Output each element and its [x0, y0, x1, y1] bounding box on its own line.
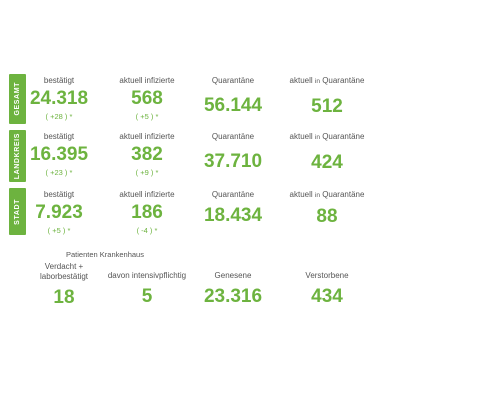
- infected-stat: aktuell infizierte 382 ( +9 ) *: [110, 132, 184, 177]
- infected-label: aktuell infizierte: [119, 190, 175, 199]
- section-landkreis: LANDKREIS bestätigt 16.395 ( +23 ) * akt…: [0, 128, 495, 184]
- deceased-label: Verstorbene: [305, 271, 349, 280]
- section-tab-label: STADT: [14, 198, 21, 225]
- deceased-value: 434: [311, 286, 343, 307]
- suspected-value: 18: [53, 287, 75, 308]
- recovered-label: Genesene: [214, 271, 252, 280]
- section-tab: GESAMT: [9, 74, 26, 124]
- section-tab: LANDKREIS: [9, 130, 26, 182]
- current-quarantine-label: aktuell in Quarantäne: [289, 190, 365, 199]
- current-quarantine-stat: aktuell in Quarantäne 424: [282, 132, 372, 173]
- suspected-stat: Verdacht + laborbestätigt 18: [22, 262, 106, 308]
- infected-delta: ( -4 ) *: [136, 226, 158, 235]
- confirmed-stat: bestätigt 7.923 ( +5 ) *: [28, 190, 90, 235]
- section-tab-label: GESAMT: [14, 82, 21, 116]
- infected-label: aktuell infizierte: [119, 132, 175, 141]
- current-quarantine-label: aktuell in Quarantäne: [289, 76, 365, 85]
- suspected-label-line1: Verdacht +: [44, 262, 84, 271]
- quarantine-value: 37.710: [203, 151, 263, 172]
- confirmed-value: 16.395: [29, 144, 89, 165]
- confirmed-delta: ( +5 ) *: [47, 226, 71, 235]
- quarantine-stat: Quarantäne 37.710: [196, 132, 270, 172]
- hospital-title: Patienten Krankenhaus: [66, 250, 144, 259]
- confirmed-stat: bestätigt 16.395 ( +23 ) *: [28, 132, 90, 177]
- quarantine-label: Quarantäne: [211, 76, 255, 85]
- confirmed-value: 7.923: [35, 202, 83, 223]
- infected-stat: aktuell infizierte 186 ( -4 ) *: [110, 190, 184, 235]
- deceased-stat: Verstorbene 434: [286, 271, 368, 307]
- infected-delta: ( +5 ) *: [135, 112, 159, 121]
- confirmed-label: bestätigt: [43, 132, 75, 141]
- intensive-value: 5: [141, 286, 153, 307]
- intensive-stat: davon intensivpflichtig 5: [100, 271, 194, 307]
- quarantine-value: 56.144: [203, 95, 263, 116]
- quarantine-label: Quarantäne: [211, 132, 255, 141]
- infected-value: 186: [131, 202, 163, 223]
- infected-value: 568: [131, 88, 163, 109]
- infected-value: 382: [131, 144, 163, 165]
- intensive-label: davon intensivpflichtig: [107, 271, 187, 280]
- infected-label: aktuell infizierte: [119, 76, 175, 85]
- current-quarantine-value: 424: [311, 152, 343, 173]
- confirmed-label: bestätigt: [43, 76, 75, 85]
- current-quarantine-stat: aktuell in Quarantäne 88: [282, 190, 372, 227]
- quarantine-value: 18.434: [203, 205, 263, 226]
- current-quarantine-label: aktuell in Quarantäne: [289, 132, 365, 141]
- current-quarantine-value: 512: [311, 96, 343, 117]
- confirmed-delta: ( +28 ) *: [45, 112, 73, 121]
- suspected-label-line2: laborbestätigt: [39, 272, 89, 281]
- section-stadt: STADT bestätigt 7.923 ( +5 ) * aktuell i…: [0, 186, 495, 236]
- current-quarantine-stat: aktuell in Quarantäne 512: [282, 76, 372, 117]
- confirmed-label: bestätigt: [43, 190, 75, 199]
- section-gesamt: GESAMT bestätigt 24.318 ( +28 ) * aktuel…: [0, 72, 495, 124]
- section-tab: STADT: [9, 188, 26, 235]
- current-quarantine-value: 88: [316, 206, 338, 227]
- confirmed-delta: ( +23 ) *: [45, 168, 73, 177]
- infected-stat: aktuell infizierte 568 ( +5 ) *: [110, 76, 184, 121]
- confirmed-value: 24.318: [29, 88, 89, 109]
- section-tab-label: LANDKREIS: [14, 132, 21, 180]
- quarantine-stat: Quarantäne 56.144: [196, 76, 270, 116]
- quarantine-label: Quarantäne: [211, 190, 255, 199]
- recovered-value: 23.316: [203, 286, 263, 307]
- confirmed-stat: bestätigt 24.318 ( +28 ) *: [28, 76, 90, 121]
- recovered-stat: Genesene 23.316: [196, 271, 270, 307]
- quarantine-stat: Quarantäne 18.434: [196, 190, 270, 226]
- infected-delta: ( +9 ) *: [135, 168, 159, 177]
